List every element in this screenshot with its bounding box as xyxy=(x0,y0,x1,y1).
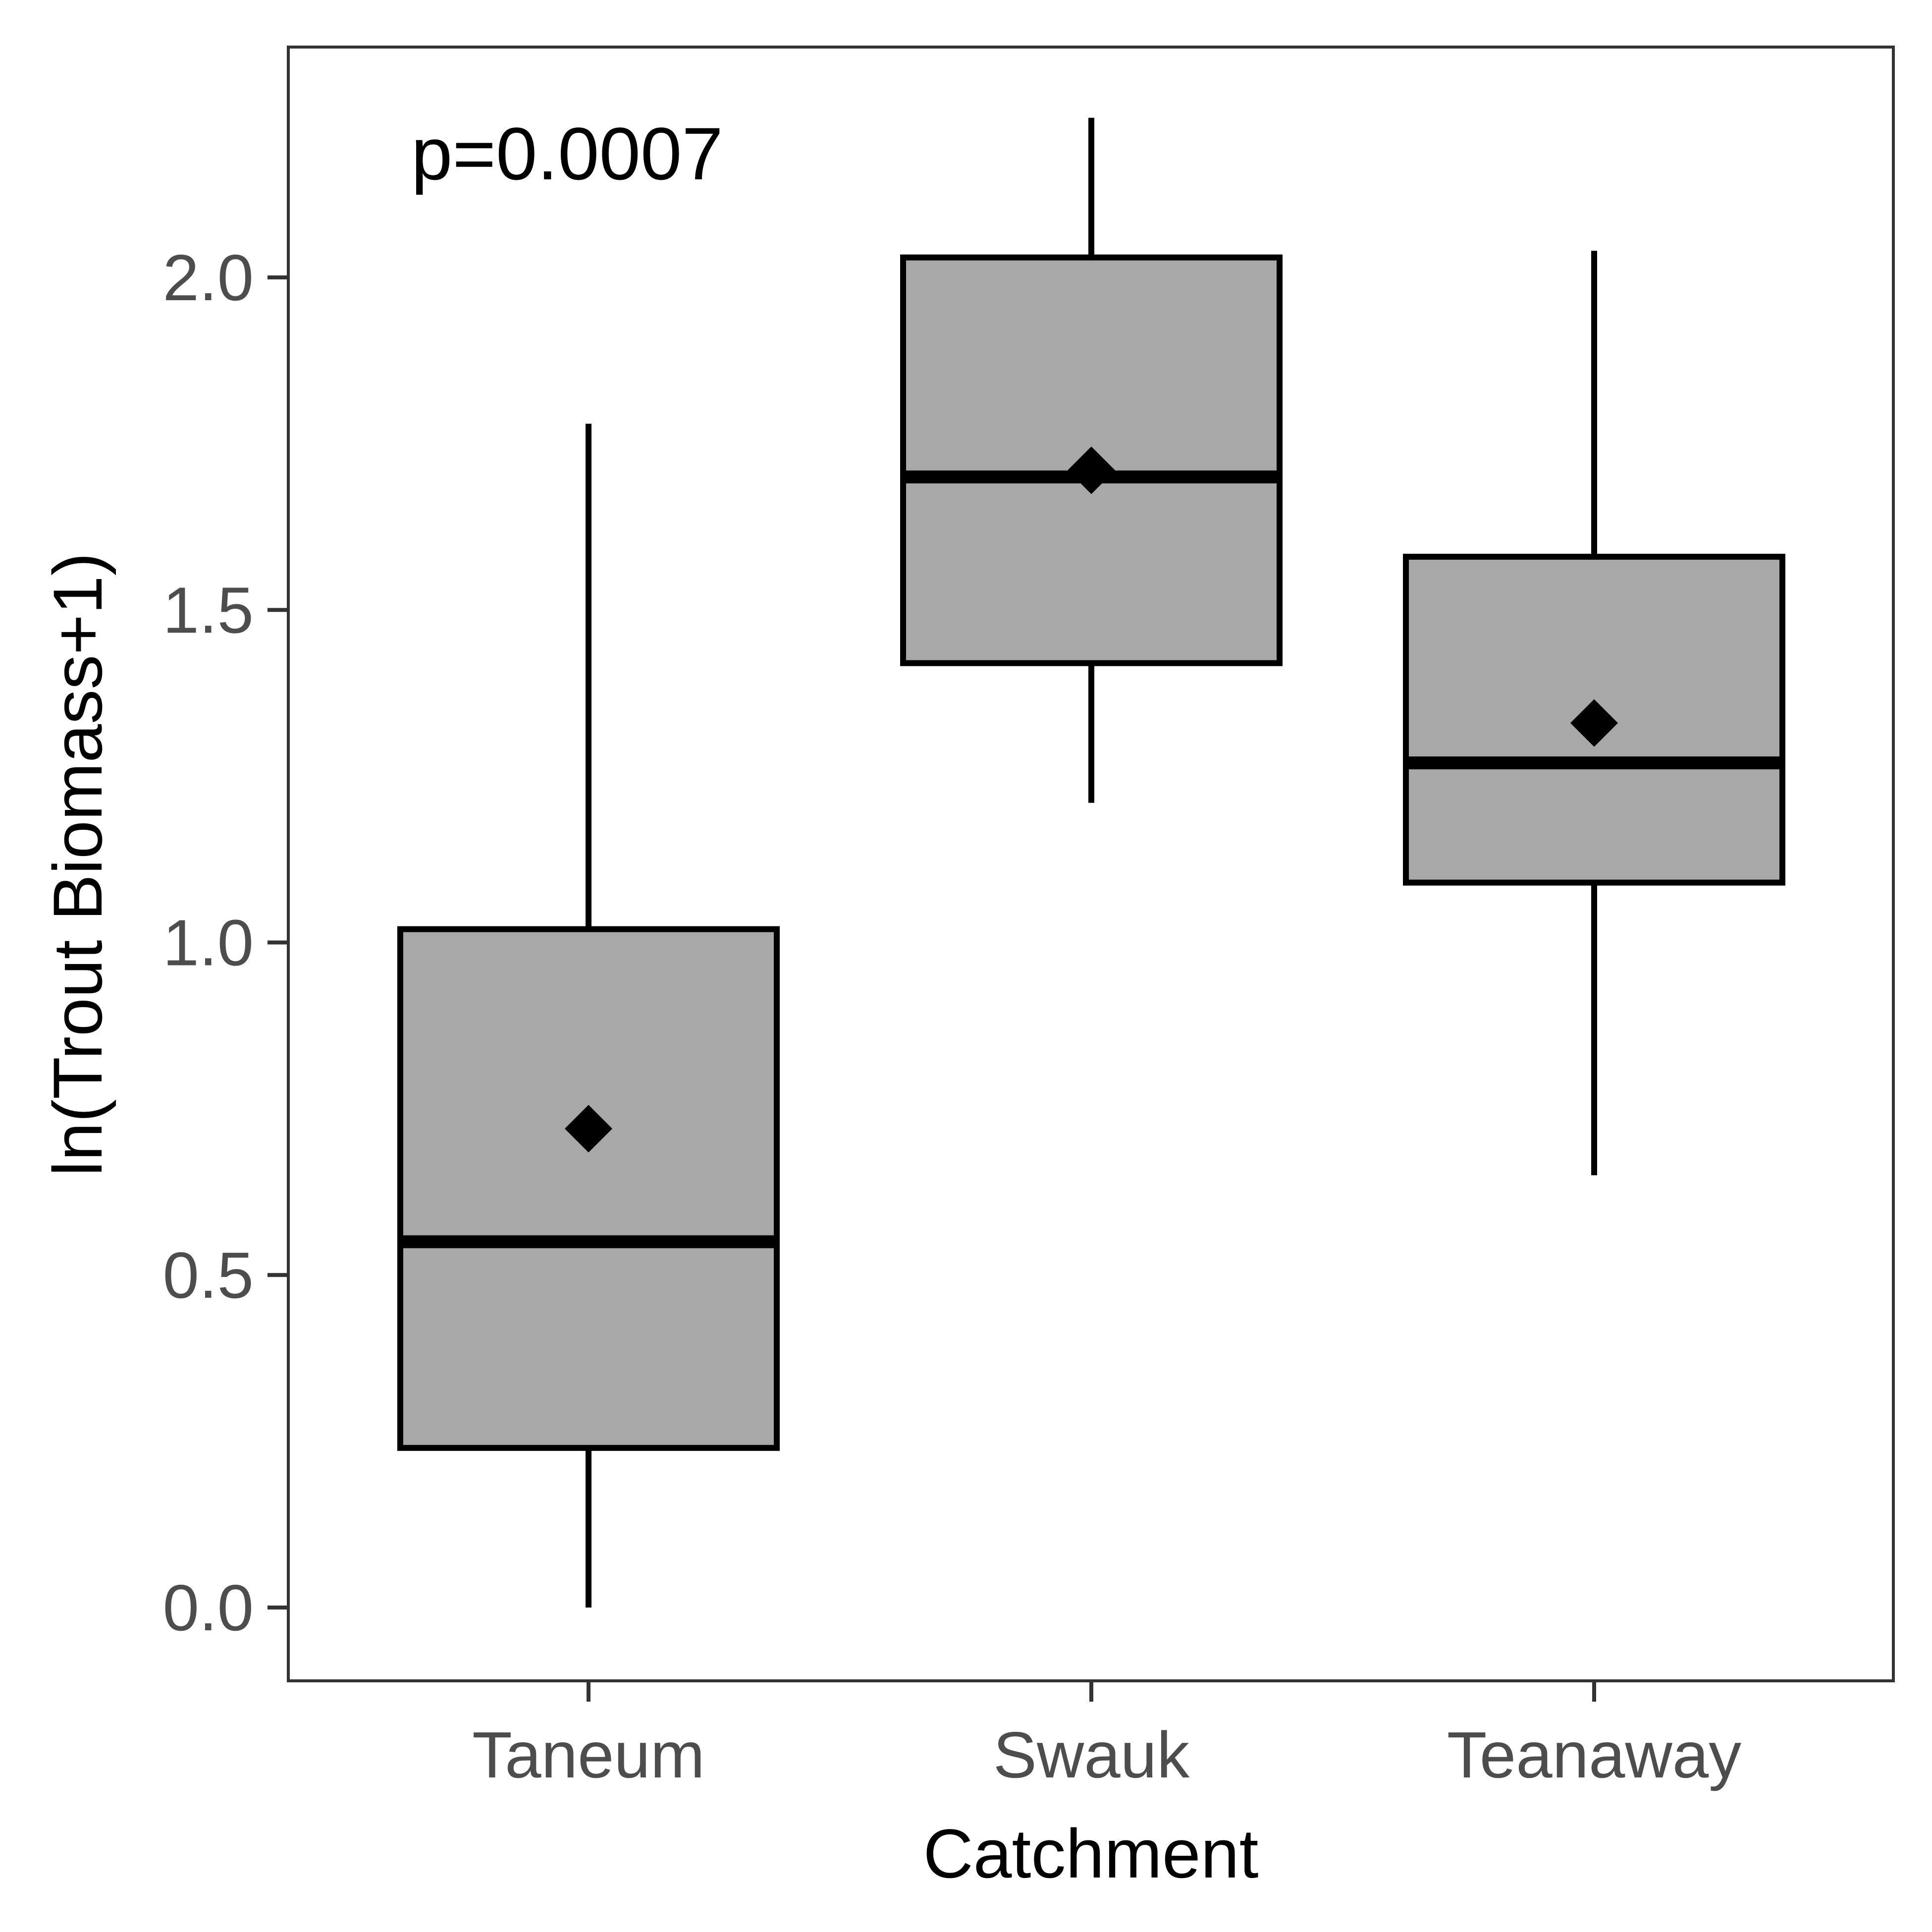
mean-marker-teanaway xyxy=(1570,699,1618,747)
y-axis-title: ln(Trout Biomass+1) xyxy=(39,552,116,1176)
box-taneum xyxy=(397,926,780,1451)
y-tick-label-2.0: 2.0 xyxy=(163,241,254,314)
x-tick-label-teanaway: Teanaway xyxy=(1447,1718,1741,1791)
box-group-swauk xyxy=(900,117,1283,803)
y-tick-label-0.0: 0.0 xyxy=(163,1571,254,1644)
y-tick-label-1.5: 1.5 xyxy=(163,574,254,646)
box-group-teanaway xyxy=(1403,251,1785,1176)
mean-marker-swauk xyxy=(1068,446,1115,494)
y-tick-label-1.0: 1.0 xyxy=(163,907,254,979)
box-group-taneum xyxy=(397,424,780,1608)
x-axis-title: Catchment xyxy=(923,1815,1259,1892)
y-tick-label-0.5: 0.5 xyxy=(163,1239,254,1312)
x-tick-label-swauk: Swauk xyxy=(993,1718,1190,1791)
p-value-annotation: p=0.0007 xyxy=(411,112,723,195)
axis-ticks: Taneum Swauk Teanaway 0.0 0.5 1.0 1.5 2.0 xyxy=(163,241,1742,1791)
mean-marker-taneum xyxy=(565,1105,612,1153)
x-tick-label-taneum: Taneum xyxy=(472,1718,705,1791)
chart-marks xyxy=(397,117,1785,1608)
